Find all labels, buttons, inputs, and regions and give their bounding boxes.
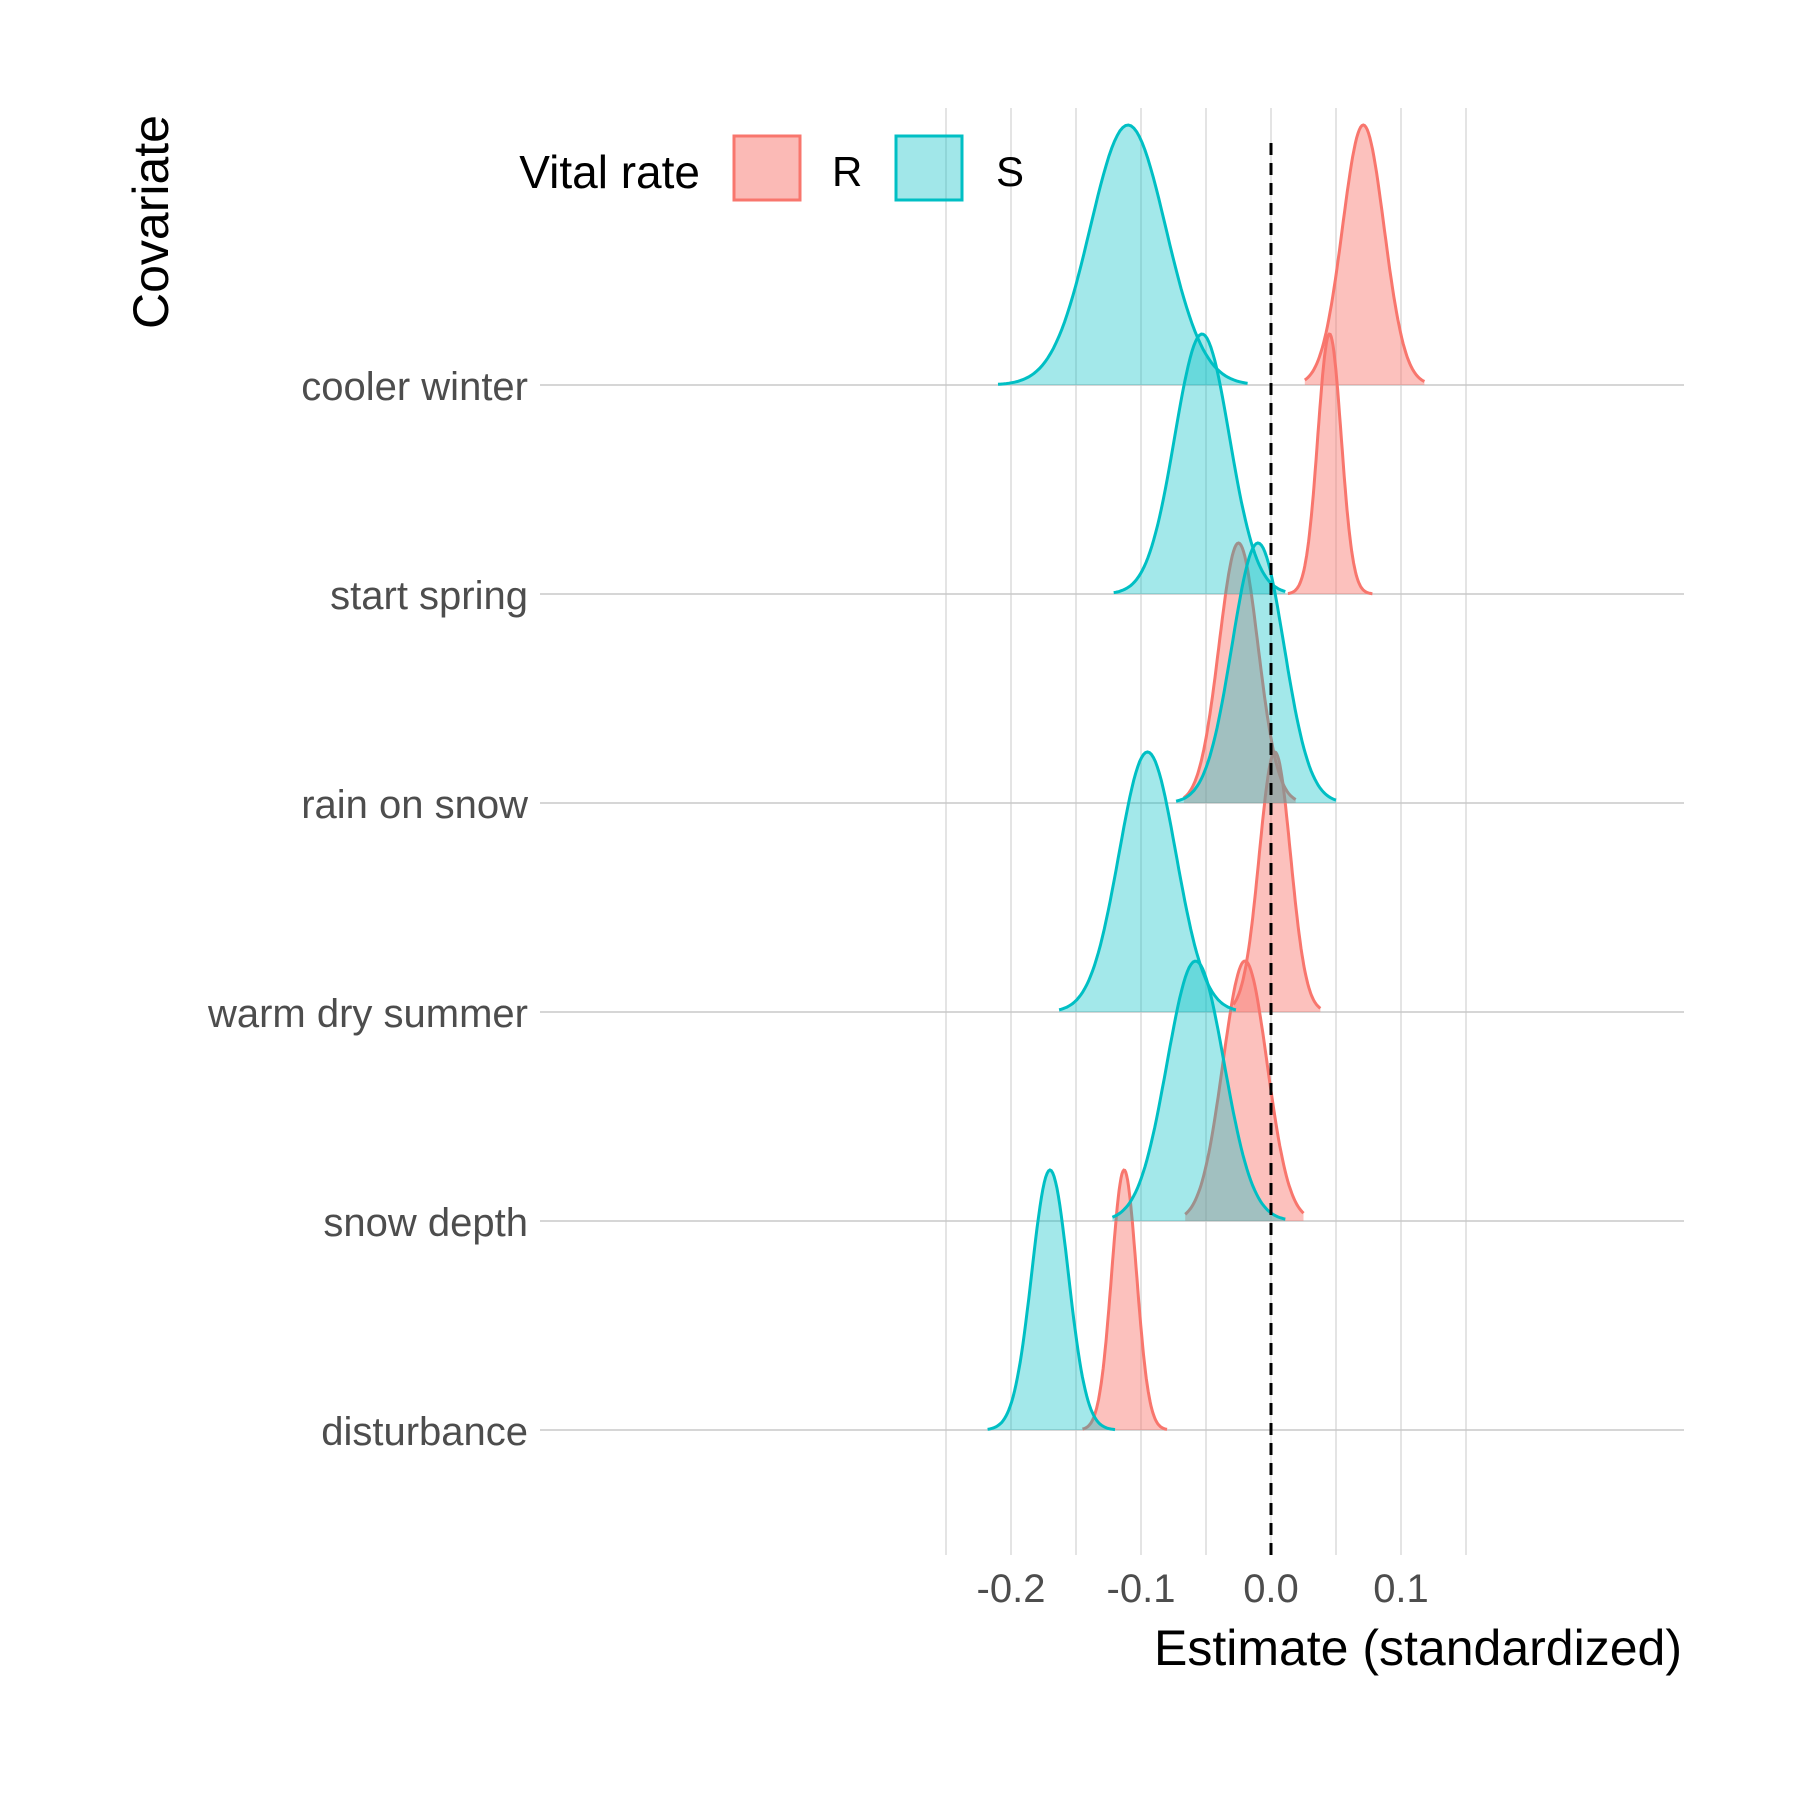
y-tick-label: disturbance bbox=[321, 1410, 528, 1454]
density-area bbox=[1059, 752, 1236, 1012]
y-tick-label: warm dry summer bbox=[207, 992, 528, 1036]
density-outline bbox=[1184, 959, 1305, 1216]
legend-key-s bbox=[894, 134, 964, 202]
density-area bbox=[1287, 334, 1373, 594]
y-tick-label: cooler winter bbox=[301, 365, 528, 409]
density-r-snow-depth bbox=[1184, 959, 1305, 1221]
density-outline bbox=[1175, 541, 1337, 803]
legend-title: Vital rate bbox=[519, 146, 700, 198]
x-axis-labels: -0.2 -0.1 0.0 0.1 bbox=[977, 1567, 1429, 1611]
x-tick-label: -0.2 bbox=[977, 1567, 1046, 1611]
density-outline bbox=[1058, 750, 1237, 1012]
density-outline bbox=[1082, 1168, 1168, 1431]
density-outline bbox=[997, 123, 1248, 386]
density-outline bbox=[1113, 332, 1286, 595]
legend-item-s: S bbox=[894, 134, 1024, 202]
density-area bbox=[1185, 961, 1304, 1221]
density-s-disturbance bbox=[987, 1168, 1116, 1432]
density-r-rain-on-snow bbox=[1182, 541, 1297, 803]
y-axis-title: Covariate bbox=[123, 115, 179, 329]
density-s-start-spring bbox=[1113, 332, 1286, 595]
x-tick-label: 0.1 bbox=[1373, 1567, 1429, 1611]
density-s-cooler-winter bbox=[997, 123, 1248, 386]
density-area bbox=[998, 125, 1248, 385]
density-outline bbox=[1287, 332, 1373, 596]
density-area bbox=[987, 1170, 1115, 1430]
density-outline bbox=[1182, 541, 1297, 801]
y-axis-labels: disturbance snow depth warm dry summer rain… bbox=[207, 365, 528, 1454]
legend-label-s: S bbox=[996, 148, 1024, 195]
density-s-warm-dry-summer bbox=[1058, 750, 1237, 1012]
density-r-warm-dry-summer bbox=[1232, 750, 1322, 1012]
x-axis-title: Estimate (standardized) bbox=[1154, 1620, 1682, 1676]
legend-item-r: R bbox=[732, 134, 862, 202]
density-layer bbox=[987, 123, 1426, 1432]
density-area bbox=[1183, 543, 1296, 803]
legend-key-r bbox=[732, 134, 802, 202]
density-area bbox=[1113, 334, 1286, 594]
density-area bbox=[1304, 125, 1425, 385]
legend-label-r: R bbox=[832, 148, 862, 195]
y-tick-label: rain on snow bbox=[301, 783, 528, 827]
x-tick-label: -0.1 bbox=[1107, 1567, 1176, 1611]
density-outline bbox=[987, 1168, 1116, 1432]
y-tick-label: snow depth bbox=[323, 1201, 528, 1245]
density-outline bbox=[1232, 750, 1322, 1010]
density-r-cooler-winter bbox=[1303, 123, 1426, 385]
density-area bbox=[1233, 752, 1321, 1012]
density-r-disturbance bbox=[1082, 1168, 1168, 1431]
legend: Vital rate R S bbox=[519, 134, 1024, 202]
density-r-start-spring bbox=[1287, 332, 1373, 596]
density-outline bbox=[1303, 123, 1426, 383]
x-tick-label: 0.0 bbox=[1243, 1567, 1299, 1611]
y-tick-label: start spring bbox=[330, 574, 528, 618]
density-s-rain-on-snow bbox=[1175, 541, 1337, 803]
